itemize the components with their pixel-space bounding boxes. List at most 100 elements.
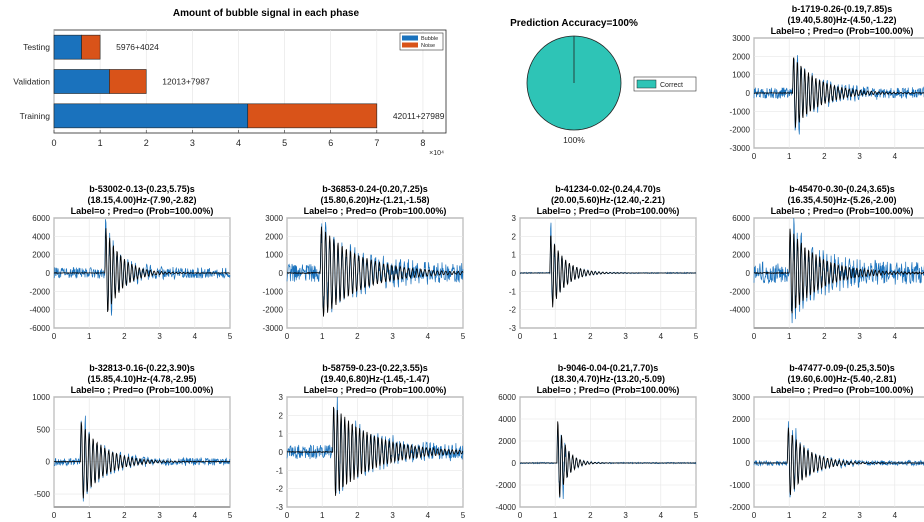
waveform-ytick-label: 1000 (732, 71, 750, 80)
bar-xtick-label: 0 (51, 138, 56, 148)
waveform-ytick-label: 2000 (732, 415, 750, 424)
bar-xtick-label: 8 (420, 138, 425, 148)
waveform-ytick-label: 6000 (732, 214, 750, 223)
noisy-signal-line (53, 415, 231, 502)
waveform-ytick-label: 2 (279, 411, 284, 420)
bar-legend-swatch (402, 42, 418, 48)
waveform-xtick-label: 4 (193, 511, 198, 520)
denoised-signal-line (53, 228, 231, 312)
waveform-ytick-label: -2000 (496, 481, 517, 490)
waveform-panel: 012345-3000-2000-10000100020003000b-1719… (730, 4, 924, 161)
waveform-ytick-label: -3000 (730, 144, 751, 153)
waveform-xtick-label: 4 (893, 152, 898, 161)
bar-legend-swatch (402, 35, 418, 41)
waveform-ytick-label: 2000 (32, 251, 50, 260)
denoised-signal-line (753, 57, 924, 128)
waveform-ytick-label: 4000 (732, 232, 750, 241)
waveform-ytick-label: 3000 (732, 393, 750, 402)
waveform-ytick-label: -4000 (496, 503, 517, 512)
waveform-ytick-label: 2000 (498, 437, 516, 446)
waveform-ytick-label: 0 (46, 269, 51, 278)
waveform-title-line: (18.30,4.70)Hz-(13.20,-5.09) (551, 374, 665, 384)
waveform-xtick-label: 0 (518, 511, 523, 520)
bar-xtick-label: 6 (328, 138, 333, 148)
waveform-ytick-label: 2 (512, 232, 517, 241)
waveform-title-line: b-1719-0.26-(0.19,7.85)s (792, 4, 893, 14)
bar-category-label: Testing (23, 42, 50, 52)
bar-xtick-label: 1 (98, 138, 103, 148)
waveform-panel: 012345-2000-10000100020003000b-47477-0.0… (730, 363, 924, 520)
waveform-xtick-label: 1 (320, 332, 325, 341)
waveform-ytick-label: 0 (746, 89, 751, 98)
bar-category-label: Training (20, 111, 51, 121)
bar-segment-noise (247, 103, 378, 129)
waveform-xtick-label: 4 (893, 332, 898, 341)
noisy-signal-line (286, 221, 464, 313)
waveform-ytick-label: -2000 (730, 126, 751, 135)
waveform-xtick-label: 0 (285, 511, 290, 520)
bar-segment-bubble (53, 69, 110, 94)
denoised-signal-line (753, 427, 924, 495)
bar-value-label: 42011+27989 (393, 111, 445, 121)
waveform-ytick-label: -3000 (263, 324, 284, 333)
waveform-xtick-label: 2 (588, 332, 593, 341)
pie-legend-swatch (636, 79, 657, 89)
waveform-title-line: (15.85,4.10)Hz-(4.78,-2.95) (87, 374, 196, 384)
waveform-ytick-label: 500 (37, 425, 51, 434)
waveform-title-line: Label=o ; Pred=o (Prob=100.00%) (304, 206, 447, 216)
waveform-panel: 0 1 2 3 4 5 -4000 -2000 0 2000 4000 6000 b-9046-0.04… (496, 363, 699, 520)
waveform-ytick-label: 0 (512, 459, 517, 468)
waveform-xtick-label: 4 (659, 332, 664, 341)
waveform-ytick-label: -4000 (730, 306, 751, 315)
waveform-xtick-label: 5 (694, 511, 699, 520)
bar-category-label: Validation (13, 77, 50, 87)
waveform-ytick-label: -3 (509, 324, 517, 333)
waveform-xtick-label: 3 (857, 152, 862, 161)
waveform-ytick-label: -1000 (730, 107, 751, 116)
bar-x-exponent: ×10⁴ (429, 150, 444, 157)
waveform-xtick-label: 1 (787, 332, 792, 341)
waveform-xtick-label: 4 (193, 332, 198, 341)
waveform-xtick-label: 3 (390, 332, 395, 341)
waveform-xtick-label: 2 (588, 511, 593, 520)
waveform-xtick-label: 5 (461, 511, 466, 520)
waveform-xtick-label: 3 (623, 511, 628, 520)
waveform-title-line: Label=o ; Pred=o (Prob=100.00%) (71, 206, 214, 216)
waveform-ytick-label: 2000 (732, 251, 750, 260)
bar-xtick-label: 5 (282, 138, 287, 148)
waveform-title-line: (18.15,4.00)Hz-(7.90,-2.82) (87, 195, 196, 205)
waveform-xtick-label: 0 (752, 511, 757, 520)
waveform-xtick-label: 2 (822, 332, 827, 341)
bar-xtick-label: 4 (236, 138, 241, 148)
waveform-panel: 0 1 2 3 4 5 -3000 -2000 -1000 0 1000 2000 3000 b-3685… (263, 184, 466, 341)
bar-segment-noise (81, 34, 101, 60)
noisy-signal-line (753, 217, 924, 324)
waveform-panel: 0 1 2 3 4 5 -3 -2 -1 0 1 2 3 b-58759-0.23-(0.22,3.55)… (276, 363, 466, 520)
waveform-ytick-label: 4000 (32, 232, 50, 241)
waveform-title-line: b-32813-0.16-(0.22,3.90)s (89, 363, 195, 373)
waveform-title-line: Label=o ; Pred=o (Prob=100.00%) (304, 385, 447, 395)
waveform-ytick-label: 0 (512, 269, 517, 278)
waveform-ytick-label: 3000 (732, 34, 750, 43)
waveform-ytick-label: -1 (509, 287, 517, 296)
pie-chart-title: Prediction Accuracy=100% (510, 18, 638, 29)
waveform-xtick-label: 1 (787, 511, 792, 520)
waveform-xtick-label: 5 (228, 511, 233, 520)
waveform-ytick-label: 0 (746, 269, 751, 278)
bar-segment-bubble (53, 34, 82, 60)
waveform-xtick-label: 0 (518, 332, 523, 341)
waveform-xtick-label: 1 (320, 511, 325, 520)
bar-xtick-label: 2 (144, 138, 149, 148)
waveform-ytick-label: 1 (279, 430, 284, 439)
waveform-ytick-label: -2 (509, 306, 517, 315)
waveform-title-line: (15.80,6.20)Hz-(1.21,-1.58) (320, 195, 429, 205)
waveform-ytick-label: 1000 (265, 251, 283, 260)
waveform-plot-area (753, 396, 924, 508)
waveform-ytick-label: -1000 (263, 287, 284, 296)
waveform-xtick-label: 2 (822, 511, 827, 520)
denoised-signal-line (520, 421, 696, 498)
waveform-ytick-label: -500 (34, 490, 51, 499)
waveform-title-line: Label=o ; Pred=o (Prob=100.00%) (71, 385, 214, 395)
bar-value-label: 12013+7987 (162, 77, 210, 87)
